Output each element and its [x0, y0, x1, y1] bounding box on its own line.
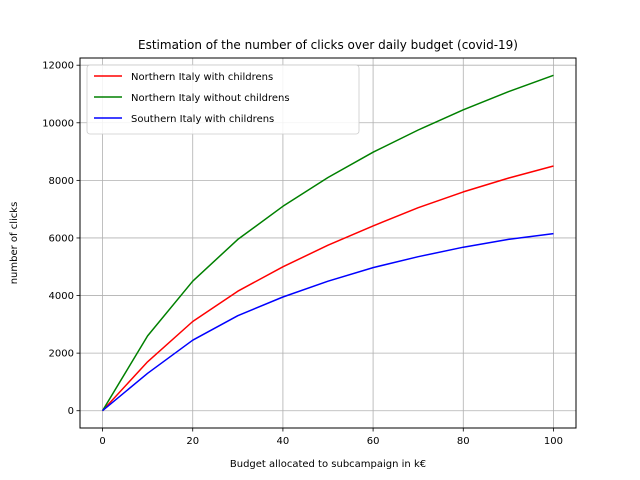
legend: Northern Italy with childrens Northern It…	[86, 64, 360, 135]
legend-label: Northern Italy without childrens	[131, 93, 290, 104]
y-tick-label: 6000	[49, 233, 74, 244]
x-tick-label: 80	[457, 436, 470, 447]
plot-frame	[79, 57, 577, 429]
x-tick-label: 60	[367, 436, 380, 447]
chart-title: Estimation of the number of clicks over …	[138, 38, 518, 52]
y-axis-label: number of clicks	[9, 202, 20, 285]
series-line-3	[102, 232, 554, 412]
legend-label: Northern Italy with childrens	[131, 72, 273, 83]
x-axis-label: Budget allocated to subcampaign in k€	[230, 459, 426, 470]
y-tick-label: 0	[68, 406, 74, 417]
y-tick-label: 12000	[42, 61, 74, 72]
x-tick-label: 100	[544, 436, 563, 447]
x-tick-label: 20	[186, 436, 199, 447]
y-tick-label: 8000	[49, 176, 74, 187]
y-tick-label: 10000	[42, 118, 74, 129]
series-line-1	[101, 165, 554, 412]
x-tick-label: 40	[277, 436, 290, 447]
series-lines	[101, 74, 554, 412]
legend-label: Southern Italy with childrens	[131, 114, 274, 125]
y-tick-label: 4000	[49, 291, 74, 302]
axis-ticks: 0 20 40 60 80 100 0 2000 4000 6000 8000 10000 12000	[42, 61, 563, 447]
x-tick-label: 0	[99, 436, 105, 447]
legend-box	[86, 64, 360, 135]
y-tick-label: 2000	[49, 349, 74, 360]
series-line-2	[101, 74, 554, 412]
